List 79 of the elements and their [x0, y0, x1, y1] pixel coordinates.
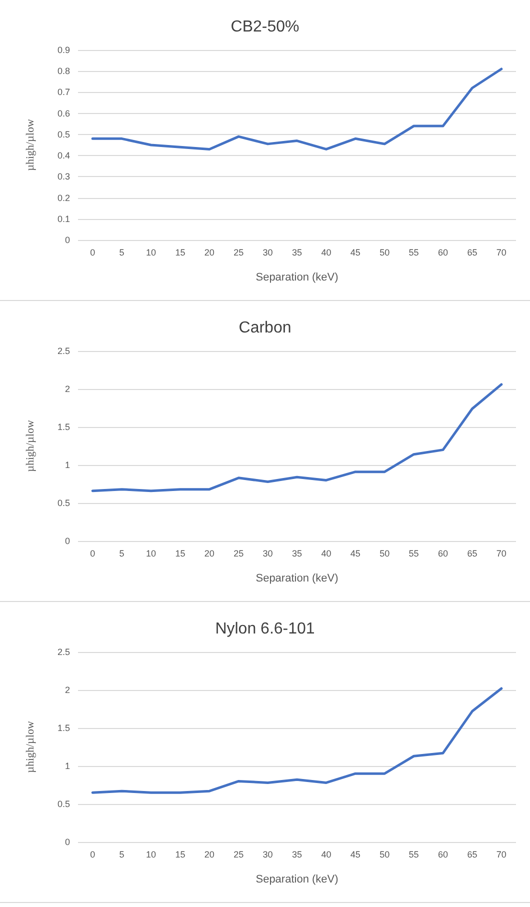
x-tick-label: 10	[146, 548, 156, 558]
x-tick-label: 55	[408, 248, 419, 258]
x-tick-label: 0	[90, 850, 96, 860]
x-tick-label: 55	[408, 548, 419, 558]
x-tick-label: 30	[262, 850, 273, 860]
x-axis-title: Separation (keV)	[256, 572, 338, 584]
y-tick-label: 0.1	[57, 214, 70, 224]
x-tick-label: 35	[292, 248, 302, 258]
x-tick-label: 65	[467, 248, 478, 258]
y-tick-label: 0.5	[57, 799, 70, 809]
x-tick-label: 70	[496, 850, 506, 860]
x-tick-label: 0	[90, 248, 96, 258]
x-tick-label: 5	[119, 248, 124, 258]
y-tick-label: 0.2	[57, 192, 70, 203]
x-tick-label: 45	[350, 850, 360, 860]
x-tick-label: 25	[234, 850, 244, 860]
y-tick-label: 0.9	[57, 45, 70, 55]
x-tick-label: 40	[321, 248, 332, 258]
y-tick-label: 0.4	[57, 150, 70, 161]
x-tick-label: 40	[321, 548, 332, 558]
chart-title: Nylon 6.6-101	[215, 620, 315, 638]
x-tick-label: 0	[90, 548, 96, 558]
x-tick-label: 70	[496, 548, 506, 558]
x-tick-label: 5	[119, 850, 124, 860]
x-tick-label: 65	[467, 850, 478, 860]
x-tick-label: 10	[146, 248, 156, 258]
y-tick-label: 1.5	[57, 422, 70, 432]
x-tick-label: 20	[204, 850, 214, 860]
x-tick-label: 50	[380, 548, 390, 558]
y-tick-label: 2.5	[57, 647, 70, 657]
y-tick-label: 2.5	[57, 346, 70, 356]
y-tick-label: 0.7	[57, 87, 70, 98]
line-series	[91, 383, 503, 492]
x-tick-label: 15	[175, 548, 186, 558]
y-axis-title: µhigh/µlow	[24, 119, 36, 171]
x-tick-label: 25	[234, 548, 244, 558]
y-tick-label: 0.5	[57, 498, 70, 508]
y-axis-title: µhigh/µlow	[24, 420, 36, 472]
y-tick-label: 1	[64, 460, 70, 470]
y-tick-label: 0	[64, 536, 70, 546]
y-tick-label: 2	[64, 685, 70, 695]
x-tick-label: 35	[292, 548, 302, 558]
x-tick-label: 30	[262, 548, 273, 558]
x-tick-label: 15	[175, 248, 186, 258]
x-tick-label: 40	[321, 850, 332, 860]
y-axis-title: µhigh/µlow	[24, 721, 36, 773]
x-tick-label: 60	[438, 850, 448, 860]
x-tick-label: 55	[408, 850, 419, 860]
x-tick-label: 20	[204, 248, 214, 258]
y-tick-label: 0	[64, 837, 70, 847]
x-tick-label: 15	[175, 850, 186, 860]
x-axis-title: Separation (keV)	[256, 272, 338, 284]
y-tick-label: 0.3	[57, 172, 70, 182]
x-tick-label: 60	[438, 248, 448, 258]
x-tick-label: 5	[119, 548, 124, 558]
line-series	[91, 687, 503, 794]
x-tick-label: 45	[350, 248, 360, 258]
line-series	[91, 68, 503, 150]
x-tick-label: 20	[204, 548, 214, 558]
y-tick-label: 0.8	[57, 66, 70, 76]
x-tick-label: 50	[380, 248, 390, 258]
x-tick-label: 50	[380, 850, 390, 860]
chart-title: CB2-50%	[230, 18, 300, 36]
x-tick-label: 35	[292, 850, 302, 860]
x-tick-label: 70	[496, 248, 506, 258]
x-tick-label: 30	[262, 248, 273, 258]
y-tick-label: 1	[64, 761, 70, 771]
y-tick-label: 1.5	[57, 723, 70, 733]
y-tick-label: 0.6	[57, 108, 70, 118]
x-tick-label: 25	[234, 248, 244, 258]
x-axis-title: Separation (keV)	[256, 874, 338, 886]
x-tick-label: 60	[438, 548, 448, 558]
chart-title: Carbon	[238, 320, 292, 336]
x-tick-label: 65	[467, 548, 478, 558]
y-tick-label: 2	[64, 384, 70, 394]
x-tick-label: 10	[146, 850, 156, 860]
y-tick-label: 0	[64, 235, 70, 245]
x-tick-label: 45	[350, 548, 360, 558]
y-tick-label: 0.5	[57, 129, 70, 140]
